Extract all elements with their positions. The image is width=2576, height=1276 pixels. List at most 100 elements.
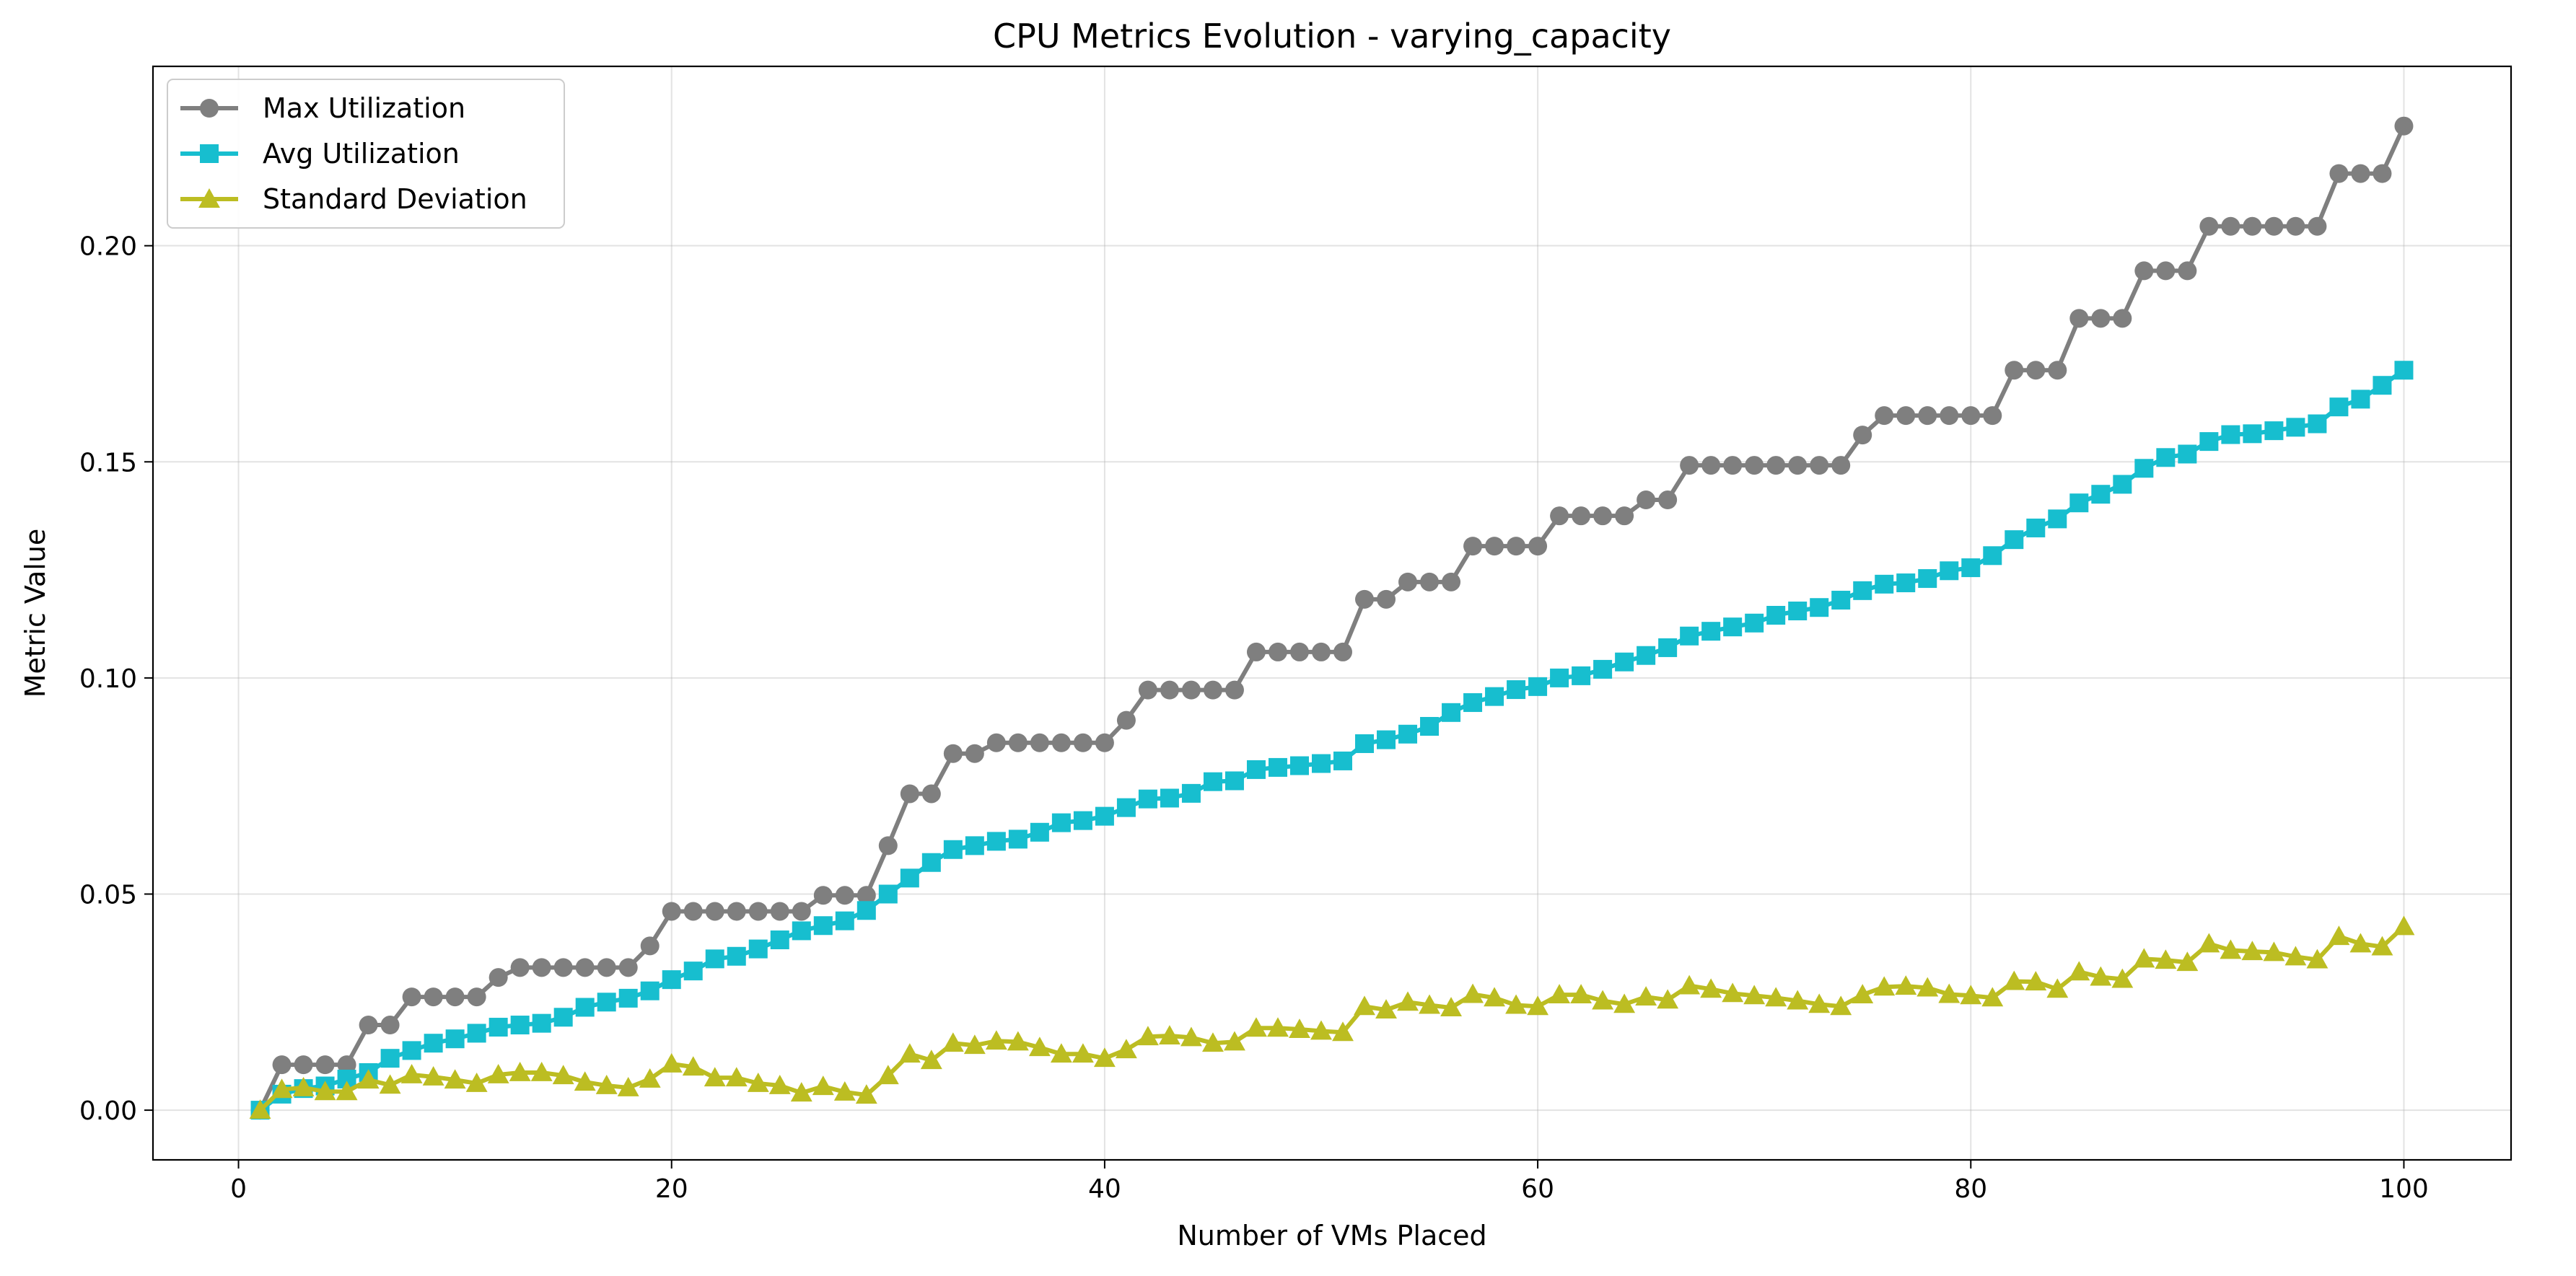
data-point-avg-utilization: [1593, 659, 1613, 679]
data-point-max-utilization: [1485, 537, 1504, 556]
data-point-standard-deviation: [1136, 1026, 1159, 1046]
data-point-standard-deviation: [898, 1043, 921, 1063]
data-point-standard-deviation: [1224, 1031, 1245, 1051]
data-point-max-utilization: [1810, 456, 1829, 475]
legend-item-standard-deviation: Standard Deviation: [180, 183, 527, 215]
data-point-max-utilization: [532, 958, 551, 977]
data-point-max-utilization: [359, 1016, 378, 1035]
data-point-standard-deviation: [1592, 990, 1614, 1010]
data-point-avg-utilization: [792, 921, 811, 941]
data-point-max-utilization: [1723, 456, 1743, 475]
data-point-max-utilization: [2134, 261, 2154, 281]
data-point-standard-deviation: [1938, 983, 1961, 1003]
data-point-max-utilization: [2286, 216, 2305, 236]
data-point-max-utilization: [1507, 537, 1526, 556]
data-point-avg-utilization: [2286, 418, 2305, 437]
data-point-avg-utilization: [1528, 677, 1548, 696]
data-point-standard-deviation: [2220, 939, 2242, 959]
data-point-avg-utilization: [857, 901, 876, 920]
legend-marker: [200, 99, 219, 118]
data-point-standard-deviation: [422, 1066, 444, 1086]
y-axis-label: Metric Value: [19, 529, 51, 698]
data-point-standard-deviation: [1873, 976, 1896, 996]
data-point-max-utilization: [575, 958, 595, 977]
data-point-standard-deviation: [963, 1034, 986, 1055]
data-point-avg-utilization: [1073, 811, 1092, 830]
data-point-standard-deviation: [292, 1076, 315, 1096]
data-point-max-utilization: [1333, 642, 1353, 661]
data-point-avg-utilization: [1831, 591, 1851, 610]
data-point-max-utilization: [1766, 456, 1786, 475]
data-point-max-utilization: [2069, 309, 2089, 328]
data-point-avg-utilization: [1615, 652, 1634, 672]
data-point-standard-deviation: [1158, 1025, 1180, 1044]
x-tick-label: 40: [1088, 1174, 1121, 1204]
data-point-avg-utilization: [2264, 421, 2284, 441]
data-point-max-utilization: [2308, 216, 2327, 236]
data-point-max-utilization: [315, 1055, 335, 1075]
data-point-max-utilization: [2199, 216, 2219, 236]
data-point-avg-utilization: [705, 949, 724, 969]
data-point-avg-utilization: [1377, 730, 1396, 749]
data-point-avg-utilization: [727, 946, 746, 966]
data-point-avg-utilization: [1051, 813, 1071, 832]
data-point-standard-deviation: [833, 1081, 856, 1101]
data-point-max-utilization: [272, 1055, 292, 1075]
data-point-avg-utilization: [1940, 561, 1959, 581]
data-point-max-utilization: [1637, 490, 1656, 510]
data-point-avg-utilization: [1572, 666, 1591, 685]
data-point-standard-deviation: [1787, 990, 1809, 1010]
data-point-max-utilization: [1593, 506, 1613, 526]
data-point-avg-utilization: [2134, 459, 2154, 478]
data-point-max-utilization: [683, 902, 703, 921]
data-point-max-utilization: [1572, 506, 1591, 526]
data-point-avg-utilization: [1766, 605, 1786, 625]
data-point-max-utilization: [1377, 589, 1396, 609]
data-point-avg-utilization: [2069, 493, 2089, 513]
data-point-max-utilization: [1051, 733, 1071, 752]
data-point-standard-deviation: [2068, 961, 2090, 981]
data-point-standard-deviation: [2241, 941, 2264, 961]
plot-frame: [152, 65, 2513, 1161]
data-point-max-utilization: [2005, 361, 2024, 380]
data-point-max-utilization: [1528, 537, 1548, 556]
data-point-max-utilization: [2243, 216, 2262, 236]
data-point-max-utilization: [835, 886, 854, 905]
data-point-max-utilization: [380, 1016, 400, 1035]
data-point-standard-deviation: [2393, 915, 2415, 936]
data-point-standard-deviation: [2176, 951, 2199, 972]
data-point-avg-utilization: [575, 998, 595, 1017]
data-point-avg-utilization: [1788, 602, 1808, 621]
x-tick-label: 20: [655, 1174, 688, 1204]
data-point-standard-deviation: [942, 1032, 964, 1052]
legend-item-max-utilization: Max Utilization: [180, 92, 465, 124]
data-point-avg-utilization: [770, 930, 789, 950]
data-point-avg-utilization: [1160, 788, 1179, 808]
x-tick-label: 0: [230, 1174, 247, 1204]
data-point-standard-deviation: [574, 1071, 596, 1091]
data-point-standard-deviation: [1505, 994, 1528, 1014]
data-point-max-utilization: [813, 886, 833, 905]
data-point-max-utilization: [1311, 642, 1331, 661]
data-point-standard-deviation: [617, 1076, 639, 1096]
data-point-standard-deviation: [314, 1081, 336, 1101]
legend-marker: [198, 188, 220, 208]
data-point-max-utilization: [1940, 406, 1959, 426]
data-point-max-utilization: [1550, 506, 1569, 526]
data-point-standard-deviation: [1613, 993, 1636, 1013]
data-point-standard-deviation: [1484, 987, 1506, 1007]
data-point-avg-utilization: [878, 884, 898, 904]
data-point-avg-utilization: [2373, 376, 2392, 395]
data-point-max-utilization: [1442, 572, 1461, 591]
data-point-max-utilization: [510, 958, 530, 977]
y-tick-label: 0.10: [79, 664, 137, 694]
data-point-standard-deviation: [1765, 987, 1787, 1007]
data-point-max-utilization: [2026, 361, 2046, 380]
data-point-avg-utilization: [748, 939, 768, 959]
data-point-max-utilization: [1030, 733, 1049, 752]
data-point-avg-utilization: [1701, 622, 1721, 641]
data-point-standard-deviation: [2090, 966, 2112, 986]
data-point-max-utilization: [1355, 589, 1375, 609]
series-line-standard-deviation: [258, 925, 2406, 1112]
